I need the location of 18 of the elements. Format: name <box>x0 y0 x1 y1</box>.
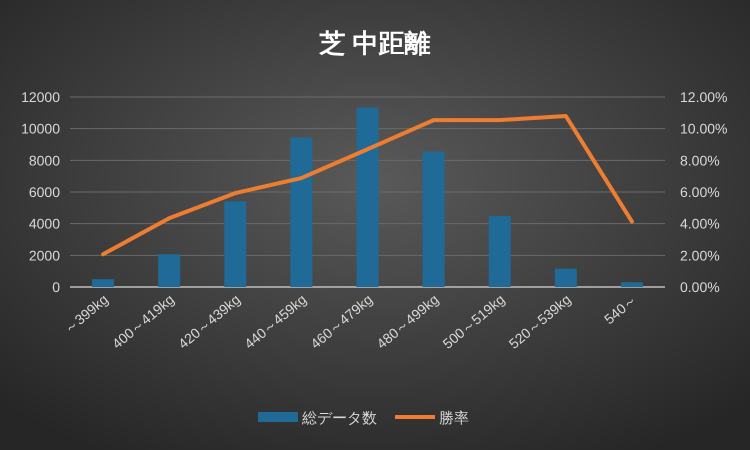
y-tick-label: 8000 <box>28 152 60 168</box>
y2-tick-label: 0.00% <box>680 279 720 295</box>
y2-tick-label: 10.00% <box>680 120 728 137</box>
y-tick-label: 2000 <box>28 247 60 264</box>
chart-title: 芝 中距離 <box>318 28 431 58</box>
y2-tick-label: 8.00% <box>680 152 720 168</box>
y-tick-label: 0 <box>52 279 60 295</box>
x-tick-label: 540～ <box>600 291 640 328</box>
y2-tick-label: 4.00% <box>680 216 720 232</box>
y-tick-label: 12000 <box>21 89 60 105</box>
legend-label: 総データ数 <box>301 410 377 427</box>
y2-tick-label: 6.00% <box>680 184 720 200</box>
legend-label: 勝率 <box>439 410 469 427</box>
y2-tick-label: 12.00% <box>680 89 728 105</box>
y-tick-label: 6000 <box>28 184 60 200</box>
y-tick-label: 10000 <box>21 120 60 137</box>
y-tick-label: 4000 <box>28 216 60 232</box>
y2-tick-label: 2.00% <box>680 247 720 264</box>
